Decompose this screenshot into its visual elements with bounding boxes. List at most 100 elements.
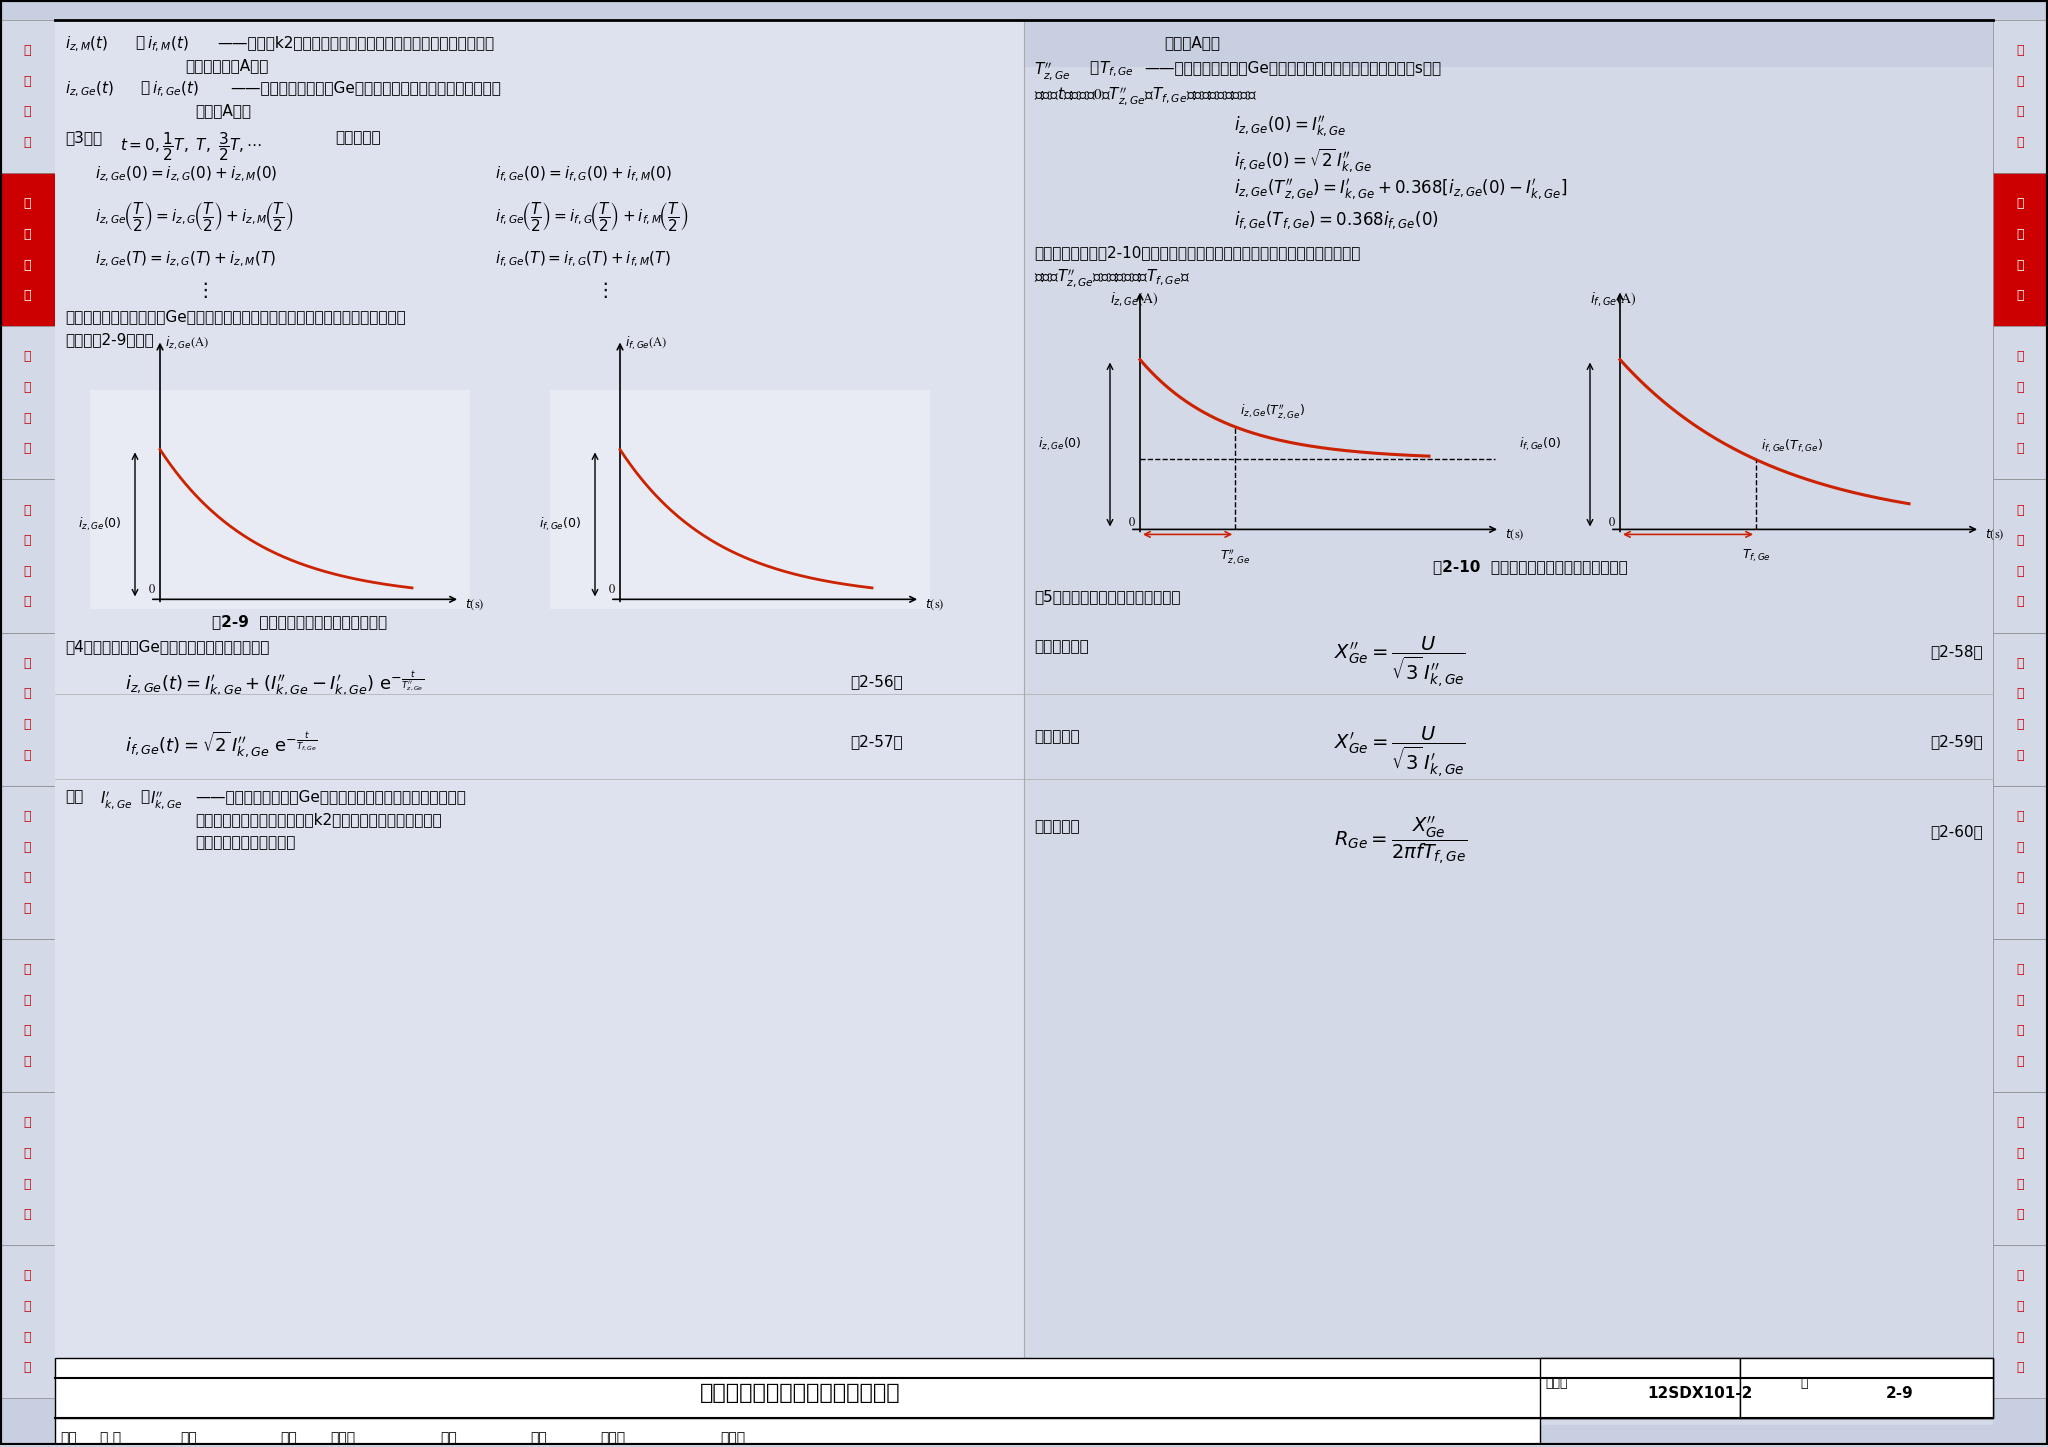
- Text: $T^{\prime\prime}_{z,Ge}$: $T^{\prime\prime}_{z,Ge}$: [1034, 59, 1071, 81]
- Text: $i_{f,Ge}$(A): $i_{f,Ge}$(A): [625, 334, 668, 352]
- Bar: [55, 1359, 1993, 1418]
- Text: 计: 计: [2017, 106, 2023, 119]
- Text: 汪兴跃: 汪兴跃: [600, 1431, 625, 1446]
- Text: $i_{z,Ge}(T^{\prime\prime}_{z,Ge})=I^{\prime}_{k,Ge}+0.368[i_{z,Ge}(0)-I^{\prime: $i_{z,Ge}(T^{\prime\prime}_{z,Ge})=I^{\p…: [1235, 178, 1567, 203]
- Bar: [0, 632, 55, 786]
- Text: $i_{z,Ge}(T)=i_{z,G}(T)+i_{z,M}(T)$: $i_{z,Ge}(T)=i_{z,G}(T)+i_{z,M}(T)$: [94, 250, 276, 269]
- Text: 电: 电: [2017, 1147, 2023, 1160]
- Text: 保: 保: [2017, 412, 2023, 425]
- Text: 面: 面: [2017, 596, 2023, 609]
- Text: $t$(s): $t$(s): [465, 598, 485, 612]
- Text: 缆: 缆: [25, 534, 31, 547]
- Text: （5）计算等效发电机的阻抗参数：: （5）计算等效发电机的阻抗参数：: [1034, 589, 1180, 605]
- Text: 护: 护: [2017, 443, 2023, 456]
- Text: 算: 算: [2017, 1208, 2023, 1221]
- Text: 利用这些数值查图2-10所示的短路电流特性曲线，求出等效发电机的超瞬态时: 利用这些数值查图2-10所示的短路电流特性曲线，求出等效发电机的超瞬态时: [1034, 245, 1360, 259]
- Text: 例: 例: [2017, 1362, 2023, 1375]
- Text: $t=0, \dfrac{1}{2}T, \ T, \ \dfrac{3}{2}T, \cdots$: $t=0, \dfrac{1}{2}T, \ T, \ \dfrac{3}{2}…: [121, 130, 262, 162]
- Text: 例: 例: [25, 1362, 31, 1375]
- Text: 地: 地: [2017, 1055, 2023, 1068]
- Text: 继: 继: [2017, 350, 2023, 363]
- Text: 万 力: 万 力: [100, 1431, 121, 1446]
- Text: 护: 护: [25, 443, 31, 456]
- Text: 汪兴跃: 汪兴跃: [721, 1431, 745, 1446]
- Text: 当时间$t$分别等于0，$T^{\prime\prime}_{z,Ge}$，$T_{f,Ge}$，则可以分别得到：: 当时间$t$分别等于0，$T^{\prime\prime}_{z,Ge}$，$T…: [1034, 85, 1257, 107]
- Text: 2-9: 2-9: [1886, 1386, 1915, 1401]
- Text: 常: 常: [25, 657, 31, 670]
- Text: $i_{f,Ge}(t)=\sqrt{2}\,I^{\prime\prime}_{k,Ge}\ \mathrm{e}^{-\frac{t}{T_{f,Ge}}}: $i_{f,Ge}(t)=\sqrt{2}\,I^{\prime\prime}_…: [125, 729, 317, 758]
- Text: 示: 示: [2017, 1331, 2023, 1344]
- Bar: [1993, 20, 2048, 174]
- Text: 线: 线: [25, 504, 31, 517]
- Text: $i_{f,Ge}(0)=\sqrt{2}\,I^{\prime\prime}_{k,Ge}$: $i_{f,Ge}(0)=\sqrt{2}\,I^{\prime\prime}_…: [1235, 146, 1372, 175]
- Bar: [1993, 327, 2048, 479]
- Text: $T_{f,Ge}$: $T_{f,Ge}$: [1100, 59, 1135, 80]
- Bar: [0, 327, 55, 479]
- Text: 计: 计: [25, 1178, 31, 1191]
- Text: $X^{\prime\prime}_{Ge}=\dfrac{U}{\sqrt{3}\,I^{\prime\prime}_{k,Ge}}$: $X^{\prime\prime}_{Ge}=\dfrac{U}{\sqrt{3…: [1333, 634, 1466, 690]
- Text: 缆: 缆: [2017, 534, 2023, 547]
- Text: $T_{f,Ge}$: $T_{f,Ge}$: [1741, 547, 1769, 564]
- Text: 备: 备: [25, 748, 31, 761]
- Text: 用: 用: [25, 687, 31, 700]
- Text: $t$(s): $t$(s): [1985, 527, 2005, 541]
- Text: 算: 算: [25, 901, 31, 915]
- Text: 接: 接: [25, 1024, 31, 1037]
- Text: 弱: 弱: [2017, 1116, 2023, 1129]
- Text: $i_{f,Ge}(T_{f,Ge})$: $i_{f,Ge}(T_{f,Ge})$: [1761, 437, 1823, 454]
- Text: 工: 工: [25, 1269, 31, 1282]
- Text: ，: ，: [1090, 59, 1098, 75]
- Text: 电: 电: [25, 1147, 31, 1160]
- Text: $i_{f,Ge}$(A): $i_{f,Ge}$(A): [1589, 289, 1636, 308]
- Text: $i_{f,Ge}(0)=i_{f,G}(0)+i_{f,M}(0)$: $i_{f,Ge}(0)=i_{f,G}(0)+i_{f,M}(0)$: [496, 165, 672, 184]
- Text: 荷: 荷: [25, 75, 31, 88]
- Text: 明: 明: [2017, 841, 2023, 854]
- Text: 面: 面: [25, 596, 31, 609]
- Bar: [0, 1092, 55, 1246]
- Text: 负: 负: [25, 43, 31, 56]
- Text: 设: 设: [25, 718, 31, 731]
- Text: 继: 继: [25, 350, 31, 363]
- Text: $T^{\prime\prime}_{z,Ge}$: $T^{\prime\prime}_{z,Ge}$: [1221, 547, 1251, 567]
- Text: $X^{\prime}_{Ge}=\dfrac{U}{\sqrt{3}\,I^{\prime}_{k,Ge}}$: $X^{\prime}_{Ge}=\dfrac{U}{\sqrt{3}\,I^{…: [1333, 724, 1466, 780]
- Text: $i_{f,Ge}(t)$: $i_{f,Ge}(t)$: [152, 80, 199, 100]
- Bar: [1540, 1359, 1741, 1418]
- Text: 审核: 审核: [59, 1431, 76, 1446]
- Text: 电: 电: [25, 381, 31, 394]
- Text: （2-56）: （2-56）: [850, 674, 903, 689]
- Text: 照: 照: [25, 810, 31, 823]
- Text: 计: 计: [2017, 259, 2023, 272]
- Text: 短: 短: [25, 197, 31, 210]
- Text: 截: 截: [2017, 564, 2023, 577]
- Text: 计: 计: [2017, 871, 2023, 884]
- Text: 线，如图2-9所示。: 线，如图2-9所示。: [66, 333, 154, 347]
- Text: （2-59）: （2-59）: [1929, 734, 1982, 750]
- Text: 接: 接: [2017, 1024, 2023, 1037]
- Text: $i_{z,Ge}(0)=i_{z,G}(0)+i_{z,M}(0)$: $i_{z,Ge}(0)=i_{z,G}(0)+i_{z,M}(0)$: [94, 165, 276, 184]
- Bar: [1741, 1359, 1993, 1418]
- Text: 式中: 式中: [66, 789, 84, 805]
- Bar: [55, 20, 1024, 1379]
- Bar: [1993, 1092, 2048, 1246]
- Text: 0: 0: [1128, 518, 1135, 530]
- Text: 算: 算: [25, 136, 31, 149]
- Text: （3）令: （3）令: [66, 130, 102, 145]
- Text: $i_{z,Ge}(0)$: $i_{z,Ge}(0)$: [1038, 436, 1081, 453]
- Text: ——分别是等效发电机Ge提供的短路电流的周期分量、非周期: ——分别是等效发电机Ge提供的短路电流的周期分量、非周期: [229, 80, 502, 96]
- Text: $i_{f,Ge}(T)=i_{f,G}(T)+i_{f,M}(T)$: $i_{f,Ge}(T)=i_{f,G}(T)+i_{f,M}(T)$: [496, 250, 672, 269]
- Text: 校对: 校对: [281, 1431, 297, 1446]
- Text: $I^{\prime\prime}_{k,Ge}$: $I^{\prime\prime}_{k,Ge}$: [150, 789, 182, 810]
- Text: $i_{z,Ge}$(A): $i_{z,Ge}$(A): [166, 334, 209, 352]
- Text: 0: 0: [608, 585, 614, 596]
- Text: 始值（即为等效之前发电机在k2处提供的瞬态短路电流初始: 始值（即为等效之前发电机在k2处提供的瞬态短路电流初始: [195, 812, 442, 828]
- Text: 计: 计: [25, 259, 31, 272]
- Text: 物流: 物流: [440, 1431, 457, 1446]
- Bar: [551, 389, 930, 609]
- Bar: [55, 1418, 1540, 1447]
- Text: 电枢电阻：: 电枢电阻：: [1034, 819, 1079, 833]
- Text: 0: 0: [1610, 518, 1616, 530]
- Text: $i_{z,Ge}(t)=I^{\prime}_{k,Ge}+(I^{\prime\prime}_{k,Ge}-I^{\prime}_{k,Ge})\ \mat: $i_{z,Ge}(t)=I^{\prime}_{k,Ge}+(I^{\prim…: [125, 670, 424, 697]
- Text: （2-57）: （2-57）: [850, 734, 903, 750]
- Text: 用: 用: [2017, 687, 2023, 700]
- Text: 间常数$T^{\prime\prime}_{z,Ge}$和直流时间常数$T_{f,Ge}$。: 间常数$T^{\prime\prime}_{z,Ge}$和直流时间常数$T_{f…: [1034, 268, 1190, 289]
